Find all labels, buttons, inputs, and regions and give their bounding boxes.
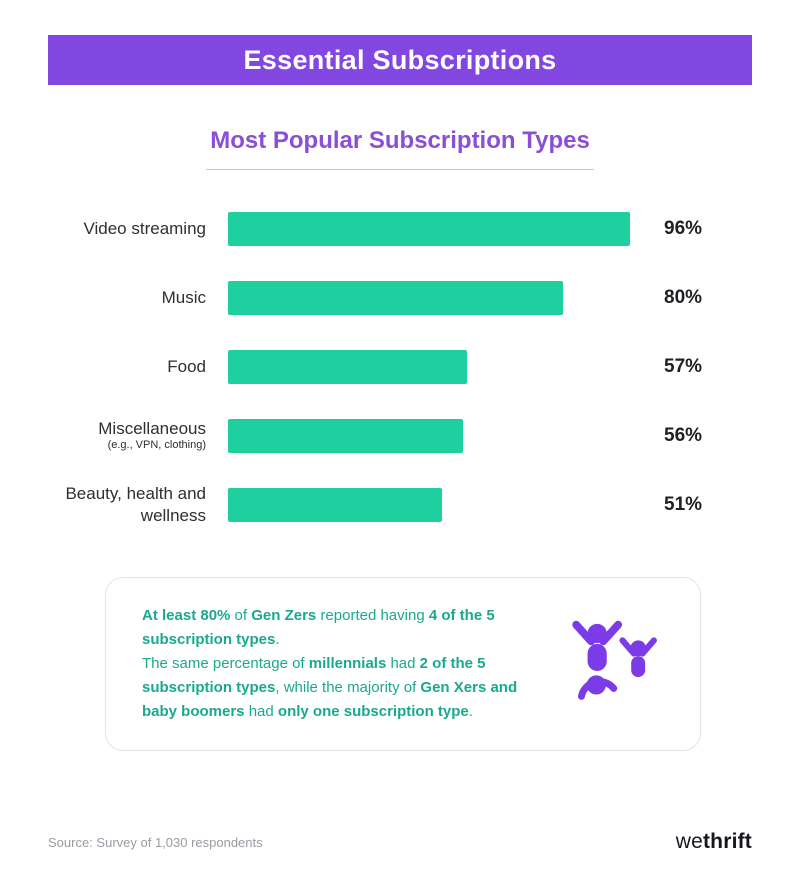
value-label: 80%: [664, 286, 703, 308]
wethrift-logo: wethrift: [676, 830, 752, 854]
category-label-text-line2: health and wellness: [126, 484, 206, 525]
bar: [228, 280, 564, 315]
bar: [228, 418, 463, 453]
bar-row: Music 80%: [0, 263, 800, 332]
bar-track: [228, 280, 647, 315]
category-label: Beauty, health and wellness: [0, 483, 206, 526]
chart-title: Most Popular Subscription Types: [210, 127, 590, 154]
bar: [228, 211, 631, 246]
callout-text: At least 80% of Gen Zers reported having…: [142, 604, 534, 724]
category-label-text: Music: [161, 287, 206, 307]
category-label-text: Food: [167, 356, 206, 376]
chart-title-section: Most Popular Subscription Types: [0, 127, 800, 170]
footer: Source: Survey of 1,030 respondents weth…: [48, 830, 752, 854]
category-sublabel: (e.g., VPN, clothing): [107, 439, 206, 452]
wethrift-logo-we: we: [675, 830, 703, 853]
value-label: 57%: [664, 355, 703, 377]
bar: [228, 487, 442, 522]
bar-track: [228, 418, 647, 453]
callout-paragraph: The same percentage of millennials had 2…: [142, 655, 518, 720]
bar: [228, 349, 467, 384]
category-label-text: Beauty,: [65, 484, 122, 504]
bar-row: Video streaming 96%: [0, 194, 800, 263]
bar-track: [228, 211, 647, 246]
bar-row: Food 57%: [0, 332, 800, 401]
category-label: Food: [0, 356, 206, 377]
page-title: Essential Subscriptions: [243, 44, 557, 75]
bar-row: Miscellaneous (e.g., VPN, clothing) 56%: [0, 401, 800, 470]
value-label: 96%: [664, 217, 703, 239]
category-label: Video streaming: [0, 218, 206, 239]
category-label: Music: [0, 287, 206, 308]
source-note: Source: Survey of 1,030 respondents: [48, 834, 263, 850]
bar-chart: Video streaming 96% Music 80% Food 57% M…: [0, 194, 800, 539]
value-label: 51%: [664, 493, 703, 515]
category-label-text: Video streaming: [83, 218, 206, 238]
callout-paragraph: At least 80% of Gen Zers reported having…: [142, 607, 495, 648]
header-banner: Essential Subscriptions: [48, 35, 752, 85]
wethrift-logo-thrift: thrift: [702, 830, 752, 853]
value-label: 56%: [664, 424, 703, 446]
category-label: Miscellaneous (e.g., VPN, clothing): [0, 418, 206, 453]
bar-track: [228, 487, 647, 522]
bar-row: Beauty, health and wellness 51%: [0, 470, 800, 539]
bar-track: [228, 349, 647, 384]
title-underline: [206, 169, 594, 170]
category-label-text: Miscellaneous: [98, 419, 206, 438]
family-icon: [560, 620, 664, 708]
callout-box: At least 80% of Gen Zers reported having…: [105, 577, 701, 751]
